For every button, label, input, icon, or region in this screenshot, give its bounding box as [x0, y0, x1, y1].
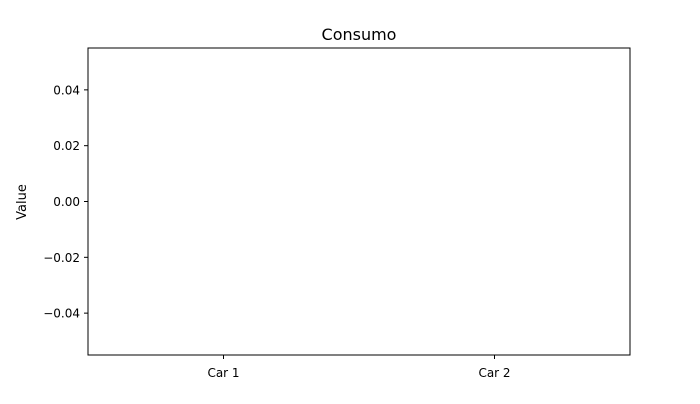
y-tick-label: 0.02	[53, 139, 80, 153]
y-axis-label: Value	[15, 184, 30, 220]
y-tick-label: −0.04	[43, 307, 80, 321]
y-tick-label: 0.04	[53, 83, 80, 97]
chart-title: Consumo	[322, 25, 397, 44]
x-tick-label: Car 1	[207, 366, 239, 380]
plot-area-frame	[87, 47, 631, 356]
y-tick-label: 0.00	[53, 195, 80, 209]
x-tick-label: Car 2	[478, 366, 510, 380]
y-axis-ticks: 0.04 0.02 0.00 −0.02 −0.04	[43, 83, 88, 321]
x-axis-ticks: Car 1 Car 2	[207, 355, 511, 380]
y-tick-label: −0.02	[43, 251, 80, 265]
